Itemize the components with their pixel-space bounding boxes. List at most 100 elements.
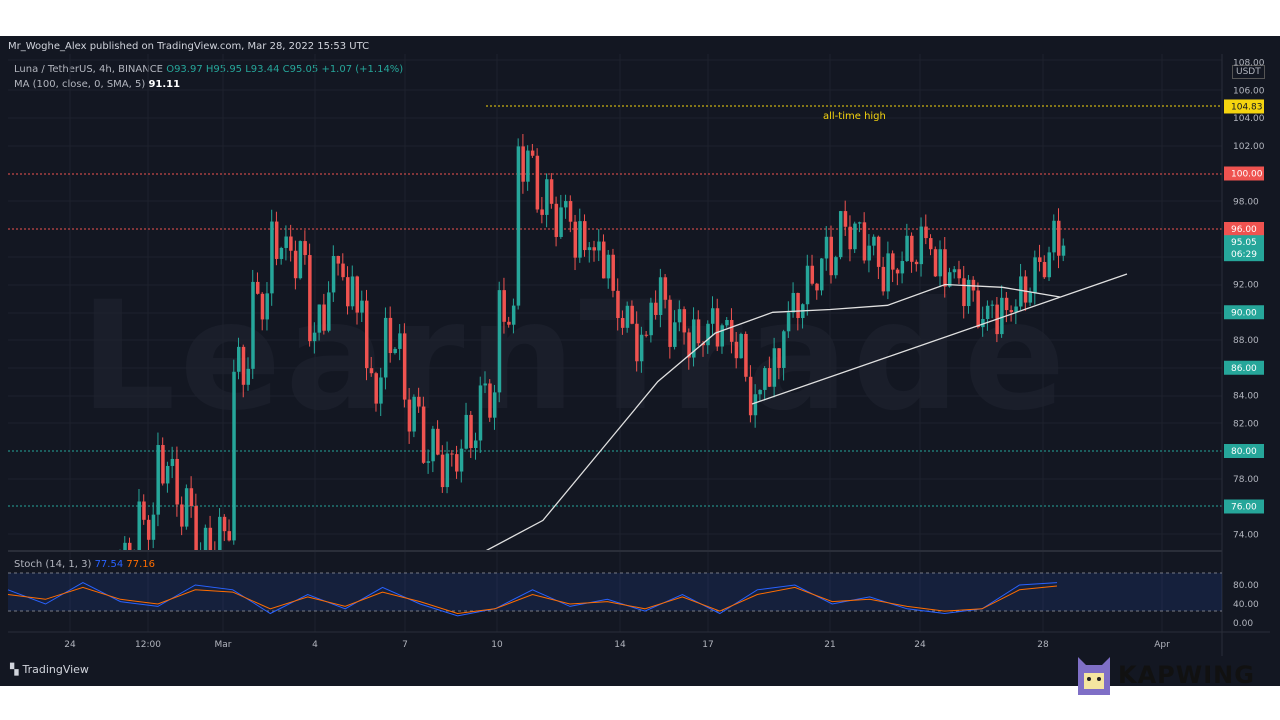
candle <box>199 542 203 551</box>
candle <box>620 310 625 335</box>
candle <box>891 250 895 283</box>
grid <box>8 54 1222 632</box>
candle <box>123 536 127 551</box>
candle <box>924 214 928 245</box>
candle <box>208 515 213 551</box>
candle <box>142 494 146 525</box>
candle <box>308 243 312 347</box>
candle <box>360 290 364 323</box>
candle <box>720 323 724 354</box>
candle <box>161 437 165 486</box>
price-badge-l80: 80.00 <box>1224 444 1264 458</box>
candle <box>455 445 459 479</box>
trendline[interactable] <box>751 273 1128 405</box>
price-badges: 104.83 100.00 96.00 95.05 06:29 90.00 86.00 80.… <box>1224 99 1264 514</box>
candle <box>1038 244 1042 272</box>
candle <box>497 281 502 403</box>
symbol-name: Luna / TetherUS, 4h, BINANCE <box>14 64 164 75</box>
candle <box>838 210 843 260</box>
candle <box>696 310 701 346</box>
candle <box>189 476 194 518</box>
candle <box>346 266 350 315</box>
candle <box>753 384 758 428</box>
candle <box>673 310 677 350</box>
candle <box>440 445 445 493</box>
price-tick: 106.00 <box>1233 86 1265 96</box>
currency-unit[interactable]: USDT <box>1232 65 1265 79</box>
candle <box>1004 292 1009 323</box>
svg-text:86.00: 86.00 <box>1231 364 1257 374</box>
candle <box>364 289 369 381</box>
candle <box>170 446 175 479</box>
candle <box>843 200 848 236</box>
tradingview-text: TradingView <box>22 663 89 676</box>
candle <box>654 290 658 320</box>
candle <box>630 300 634 325</box>
price-axis[interactable]: 108.00 106.00 104.00 102.00 98.00 92.00 88.00 8… <box>1233 59 1265 541</box>
candle <box>265 282 269 331</box>
candle <box>829 225 833 284</box>
price-badge-l86: 86.00 <box>1224 360 1264 375</box>
ma-legend[interactable]: MA (100, close, 0, SMA, 5) 91.11 <box>14 79 180 90</box>
candle <box>246 357 250 391</box>
candle <box>417 387 421 413</box>
candle <box>459 439 464 483</box>
candle <box>715 298 720 352</box>
candle <box>369 356 374 377</box>
kapwing-cat-icon <box>1078 657 1110 695</box>
price-tick: 82.00 <box>1233 419 1259 429</box>
candle <box>516 138 521 310</box>
candle <box>260 292 265 331</box>
candle <box>971 276 976 302</box>
published-line: Mr_Woghe_Alex published on TradingView.c… <box>8 41 370 52</box>
stoch-d-value: 77.16 <box>126 559 156 570</box>
stoch-legend[interactable]: Stoch (14, 1, 3) 77.54 77.16 <box>14 559 155 570</box>
candle <box>203 524 208 551</box>
candle <box>1042 255 1047 279</box>
candle <box>815 282 819 300</box>
candle <box>981 306 985 337</box>
candle <box>886 241 890 300</box>
stoch-band <box>8 573 1222 611</box>
candle <box>649 297 653 343</box>
candle <box>881 257 886 296</box>
candle <box>317 304 322 341</box>
tradingview-icon: ▚ <box>10 663 19 676</box>
candle <box>578 208 582 263</box>
candle <box>1052 214 1056 261</box>
candle <box>237 337 241 380</box>
candle <box>744 331 748 382</box>
candle <box>876 235 881 280</box>
ma-line <box>428 283 1061 552</box>
stoch-tick: 80.00 <box>1233 581 1259 591</box>
candle <box>668 295 672 359</box>
svg-text:96.00: 96.00 <box>1231 225 1257 235</box>
candle <box>554 196 559 247</box>
candle <box>820 258 824 296</box>
candle <box>900 251 905 284</box>
candle <box>180 496 184 536</box>
time-axis[interactable]: 24 12:00 Mar 4 7 10 14 17 21 24 28 Apr <box>64 640 1170 650</box>
candle <box>597 229 601 262</box>
candle <box>507 316 511 328</box>
candle <box>165 461 170 493</box>
time-tick: 4 <box>312 640 318 650</box>
candle <box>1000 285 1004 338</box>
candle <box>966 274 971 314</box>
candle <box>293 240 298 290</box>
high-value: H95.95 <box>205 64 243 75</box>
symbol-legend[interactable]: Luna / TetherUS, 4h, BINANCE O93.97 H95.… <box>14 64 403 75</box>
candle <box>402 323 407 408</box>
candle <box>962 265 966 319</box>
candle <box>910 232 914 273</box>
tradingview-logo[interactable]: ▚ TradingView <box>10 663 89 676</box>
candle <box>284 225 288 261</box>
candle <box>625 301 630 333</box>
candle <box>601 234 606 279</box>
candle <box>407 387 412 444</box>
candle <box>545 173 549 228</box>
candle <box>729 308 734 354</box>
candle <box>469 411 473 458</box>
candle <box>156 432 160 527</box>
